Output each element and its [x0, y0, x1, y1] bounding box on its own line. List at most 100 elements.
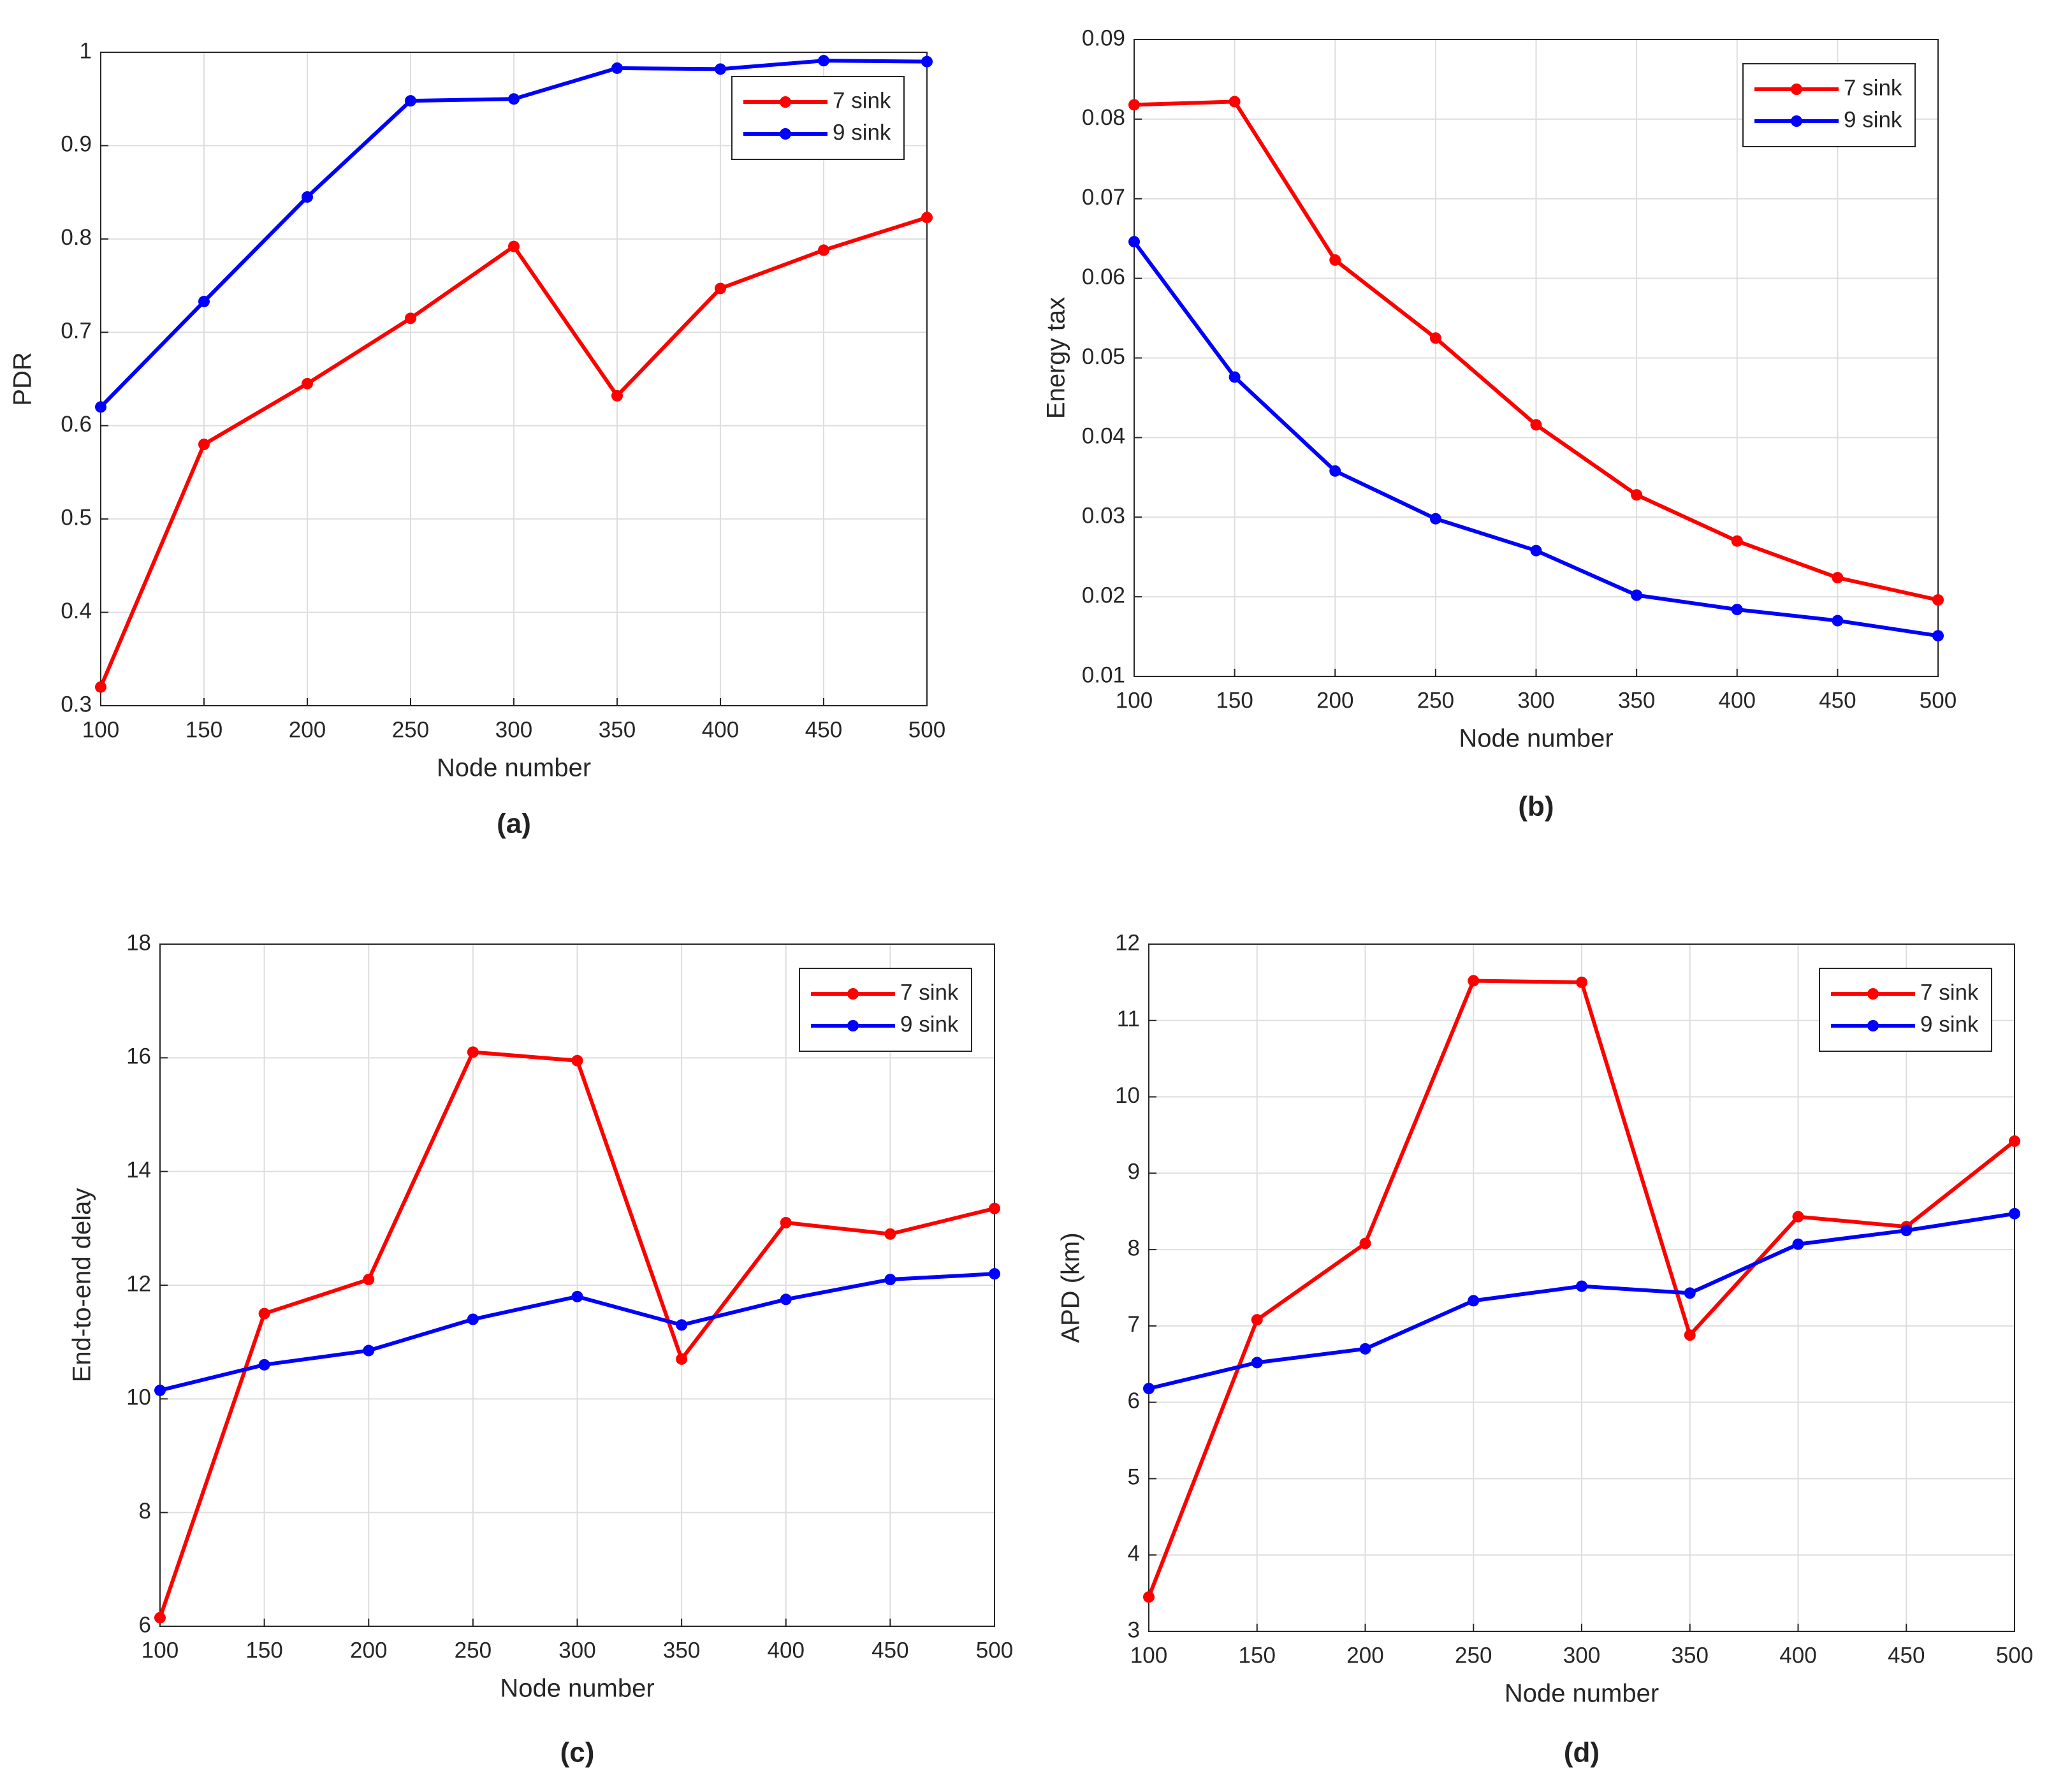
- y-tick-label: 0.3: [61, 692, 92, 717]
- y-tick-label: 0.09: [1082, 25, 1125, 50]
- data-point: [405, 312, 416, 324]
- x-tick-label: 100: [82, 717, 119, 742]
- chart: 100 150 200 250 300 350 400 450 500 6 8 10 12 14 16 18 N…: [68, 930, 1014, 1768]
- x-tick-label: 150: [1239, 1643, 1276, 1668]
- y-tick-label: 0.02: [1082, 583, 1125, 608]
- data-point: [1932, 594, 1944, 606]
- data-point: [1228, 371, 1241, 383]
- data-point: [1128, 236, 1140, 248]
- data-point: [676, 1319, 688, 1331]
- y-tick-label: 16: [126, 1044, 151, 1069]
- data-point: [571, 1290, 583, 1302]
- x-tick-label: 350: [599, 717, 636, 742]
- legend-marker: [847, 988, 859, 1000]
- data-point: [611, 62, 623, 74]
- legend-label: 9 sink: [1844, 107, 1902, 132]
- y-tick-label: 5: [1128, 1465, 1140, 1490]
- x-tick-label: 400: [1779, 1643, 1816, 1668]
- data-point: [989, 1268, 1000, 1280]
- data-point: [363, 1274, 375, 1286]
- data-point: [1359, 1343, 1371, 1355]
- data-point: [1832, 572, 1844, 584]
- data-point: [258, 1308, 270, 1320]
- legend-marker: [1867, 988, 1879, 1000]
- caption: (c): [560, 1737, 595, 1768]
- data-point: [715, 282, 726, 295]
- data-point: [1128, 99, 1140, 111]
- data-point: [154, 1612, 166, 1624]
- y-tick-label: 0.03: [1082, 504, 1125, 528]
- y-tick-label: 1: [80, 38, 92, 63]
- x-tick-label: 350: [1672, 1643, 1709, 1668]
- y-tick-label: 10: [126, 1385, 151, 1410]
- y-tick-label: 0.06: [1082, 265, 1125, 289]
- legend-marker: [1791, 115, 1802, 127]
- data-point: [1429, 332, 1441, 344]
- data-point: [989, 1202, 1000, 1214]
- data-point: [1792, 1238, 1804, 1250]
- x-tick-label: 400: [768, 1638, 805, 1663]
- data-point: [780, 1293, 792, 1306]
- x-tick-label: 150: [1216, 688, 1253, 713]
- y-tick-label: 0.05: [1082, 344, 1125, 369]
- data-point: [508, 93, 520, 105]
- data-point: [921, 212, 933, 224]
- data-point: [467, 1046, 479, 1058]
- data-point: [611, 390, 623, 402]
- y-tick-label: 7: [1128, 1312, 1140, 1337]
- x-tick-label: 350: [663, 1638, 700, 1663]
- legend-box: [1742, 63, 1916, 147]
- x-tick-label: 150: [245, 1638, 282, 1663]
- data-point: [508, 240, 520, 252]
- data-point: [1530, 419, 1542, 431]
- axes-box: [1134, 39, 1939, 677]
- y-tick-label: 0.9: [61, 132, 92, 157]
- legend-label: 7 sink: [1844, 75, 1902, 100]
- data-point: [1631, 489, 1643, 501]
- legend-label: 9 sink: [900, 1012, 959, 1037]
- x-tick-label: 100: [142, 1638, 179, 1663]
- caption: (b): [1518, 791, 1554, 822]
- x-axis-label: Node number: [437, 754, 591, 782]
- data-point: [1684, 1287, 1696, 1299]
- x-tick-label: 500: [908, 717, 945, 742]
- legend-box: [1819, 968, 1992, 1052]
- y-tick-label: 12: [1115, 930, 1140, 955]
- legend-marker: [780, 128, 791, 140]
- data-point: [198, 295, 210, 307]
- y-tick-label: 6: [1128, 1388, 1140, 1413]
- y-tick-label: 0.7: [61, 319, 92, 344]
- x-tick-label: 450: [1819, 688, 1856, 713]
- y-tick-label: 14: [126, 1158, 151, 1183]
- y-tick-label: 18: [126, 930, 151, 955]
- data-point: [715, 63, 726, 75]
- x-tick-label: 450: [871, 1638, 908, 1663]
- data-point: [1143, 1383, 1155, 1395]
- axes-box: [100, 52, 928, 706]
- data-point: [154, 1384, 166, 1396]
- caption: (a): [497, 808, 531, 840]
- y-axis-label: Energy tax: [1042, 297, 1070, 419]
- data-point: [571, 1054, 583, 1067]
- data-point: [363, 1344, 375, 1357]
- x-tick-label: 300: [558, 1638, 595, 1663]
- data-point: [1576, 976, 1587, 988]
- data-point: [2009, 1207, 2020, 1220]
- x-tick-label: 250: [392, 717, 429, 742]
- y-tick-label: 0.04: [1082, 424, 1125, 449]
- data-point: [302, 191, 313, 203]
- data-point: [818, 55, 829, 67]
- x-tick-label: 500: [1996, 1643, 2033, 1668]
- caption: (d): [1564, 1737, 1600, 1768]
- x-tick-label: 200: [1346, 1643, 1383, 1668]
- data-point: [676, 1353, 688, 1365]
- x-tick-label: 200: [289, 717, 326, 742]
- x-tick-label: 250: [455, 1638, 492, 1663]
- x-tick-label: 350: [1618, 688, 1655, 713]
- data-point: [1251, 1314, 1263, 1326]
- x-tick-label: 300: [1517, 688, 1554, 713]
- x-tick-label: 500: [976, 1638, 1013, 1663]
- x-tick-label: 400: [1719, 688, 1756, 713]
- y-tick-label: 0.08: [1082, 105, 1125, 130]
- y-tick-label: 4: [1128, 1541, 1140, 1566]
